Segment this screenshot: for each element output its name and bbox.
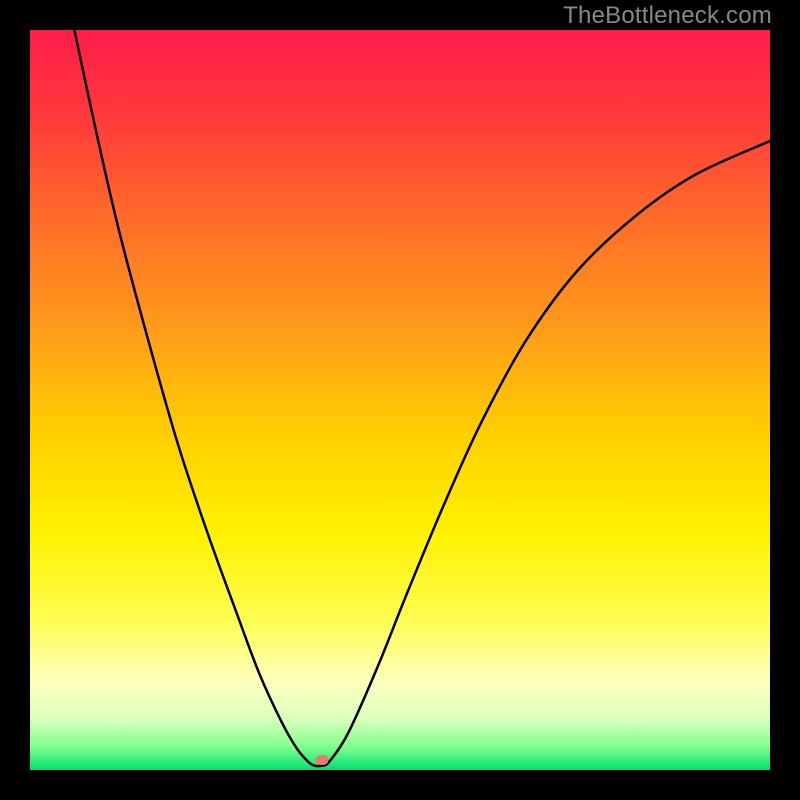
- watermark-text: TheBottleneck.com: [563, 2, 772, 30]
- plot-area: [30, 30, 770, 770]
- chart-frame: TheBottleneck.com: [0, 0, 800, 800]
- bottleneck-curve: [30, 30, 770, 770]
- optimal-marker: [316, 755, 329, 765]
